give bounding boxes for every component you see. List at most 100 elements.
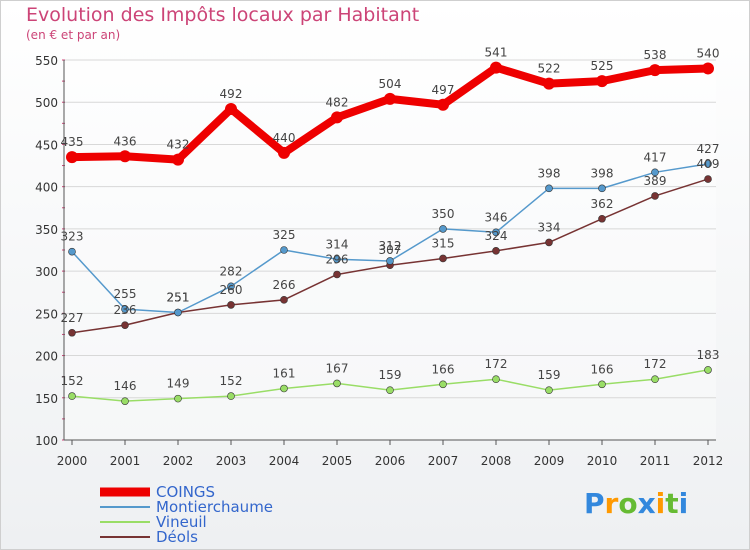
data-label: 161 bbox=[273, 366, 296, 380]
data-point bbox=[225, 102, 237, 115]
data-label: 323 bbox=[61, 230, 84, 244]
data-label: 172 bbox=[485, 357, 508, 371]
data-label: 166 bbox=[432, 362, 455, 376]
grid bbox=[64, 59, 716, 441]
data-label: 409 bbox=[697, 157, 720, 171]
data-label: 314 bbox=[326, 237, 349, 251]
data-point bbox=[702, 62, 714, 75]
data-point bbox=[280, 246, 288, 254]
axes: 100 150 200 250 300 350 400 450 500 550 2000 2001 20… bbox=[35, 54, 723, 468]
data-point bbox=[333, 379, 341, 388]
x-tick-label: 2007 bbox=[428, 454, 459, 468]
x-tick-label: 2003 bbox=[216, 454, 247, 468]
x-tick-label: 2006 bbox=[375, 454, 406, 468]
data-point bbox=[174, 308, 182, 317]
data-label: 149 bbox=[167, 377, 190, 391]
data-label: 159 bbox=[538, 368, 561, 382]
data-label: 432 bbox=[167, 138, 190, 152]
data-point bbox=[651, 375, 659, 384]
data-point bbox=[543, 77, 555, 90]
data-point bbox=[492, 247, 500, 255]
data-point bbox=[649, 64, 661, 77]
data-point bbox=[68, 247, 76, 256]
data-label: 398 bbox=[591, 166, 614, 180]
data-label: 255 bbox=[114, 287, 137, 301]
data-label: 362 bbox=[591, 197, 614, 211]
data-point bbox=[121, 397, 129, 405]
data-point bbox=[227, 282, 235, 291]
data-label: 251 bbox=[167, 290, 190, 304]
data-point bbox=[492, 228, 500, 237]
data-label: 504 bbox=[379, 77, 402, 91]
data-point bbox=[598, 184, 606, 193]
x-tick-label: 2012 bbox=[693, 454, 724, 468]
data-label: 282 bbox=[220, 264, 243, 278]
data-point bbox=[121, 321, 129, 329]
data-label: 236 bbox=[114, 303, 137, 317]
data-point bbox=[174, 394, 182, 403]
data-label: 440 bbox=[273, 131, 296, 145]
data-label: 522 bbox=[538, 62, 561, 76]
data-point bbox=[66, 151, 78, 164]
data-point bbox=[598, 214, 606, 223]
data-point bbox=[278, 146, 290, 159]
data-label: 167 bbox=[326, 361, 349, 375]
chart-title: Evolution des Impôts locaux par Habitant bbox=[26, 4, 420, 26]
data-point bbox=[280, 384, 288, 393]
data-point bbox=[704, 175, 712, 183]
data-label: 334 bbox=[538, 220, 561, 234]
data-label: 172 bbox=[644, 357, 667, 371]
data-label: 315 bbox=[432, 236, 455, 250]
data-point bbox=[121, 305, 129, 313]
legend-label: Déols bbox=[156, 528, 198, 546]
data-point bbox=[439, 225, 447, 233]
data-point bbox=[545, 238, 553, 247]
data-point bbox=[439, 254, 447, 263]
x-tick-label: 2000 bbox=[57, 454, 88, 468]
data-label: 427 bbox=[697, 142, 720, 156]
data-point bbox=[227, 301, 235, 309]
data-point bbox=[119, 150, 131, 163]
legend-label: Vineuil bbox=[156, 513, 207, 531]
y-tick-label: 200 bbox=[35, 350, 58, 364]
data-label: 312 bbox=[379, 239, 402, 253]
data-label: 159 bbox=[379, 368, 402, 382]
data-label: 152 bbox=[220, 374, 243, 388]
data-point bbox=[68, 392, 76, 400]
chart-subtitle: (en € et par an) bbox=[26, 28, 121, 42]
y-tick-label: 550 bbox=[35, 54, 58, 68]
data-point bbox=[490, 61, 502, 74]
data-label: 324 bbox=[485, 229, 508, 243]
data-label: 146 bbox=[114, 379, 137, 393]
x-tick-label: 2004 bbox=[269, 454, 300, 468]
x-tick-label: 2002 bbox=[163, 454, 194, 468]
plot-area bbox=[64, 60, 716, 440]
y-tick-label: 300 bbox=[35, 265, 58, 279]
proxiti-logo: Proxiti bbox=[584, 487, 689, 520]
data-point bbox=[651, 168, 659, 177]
data-label: 307 bbox=[379, 243, 402, 257]
data-point bbox=[386, 386, 394, 394]
y-tick-label: 400 bbox=[35, 181, 58, 195]
data-label: 541 bbox=[485, 46, 508, 60]
y-tick-label: 450 bbox=[35, 138, 58, 152]
data-point bbox=[545, 386, 553, 394]
data-point bbox=[386, 257, 394, 265]
data-point bbox=[596, 75, 608, 88]
data-point bbox=[333, 255, 341, 264]
data-label: 325 bbox=[273, 228, 296, 242]
data-point bbox=[384, 92, 396, 105]
data-label: 389 bbox=[644, 174, 667, 188]
data-point bbox=[227, 392, 235, 400]
x-tick-label: 2010 bbox=[587, 454, 618, 468]
data-label: 260 bbox=[220, 283, 243, 297]
data-point bbox=[333, 270, 341, 279]
data-label: 350 bbox=[432, 207, 455, 221]
data-point bbox=[545, 184, 553, 193]
data-point bbox=[331, 111, 343, 124]
data-label: 525 bbox=[591, 59, 614, 73]
x-tick-label: 2011 bbox=[640, 454, 671, 468]
